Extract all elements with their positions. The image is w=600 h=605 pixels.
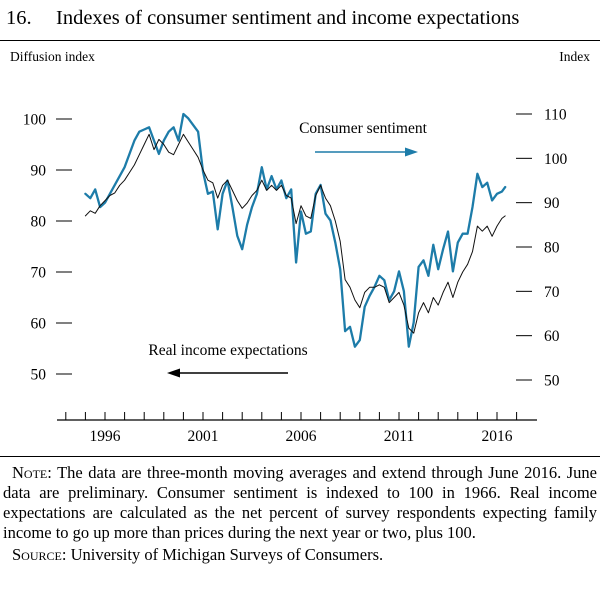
left-axis-tick-label: 50 xyxy=(31,367,47,384)
x-axis-year-label: 1996 xyxy=(90,428,121,445)
right-arrow-icon xyxy=(405,147,418,157)
left-axis-tick-label: 60 xyxy=(31,316,47,333)
note-label: Note: xyxy=(12,463,52,482)
figure-title: Indexes of consumer sentiment and income… xyxy=(56,7,520,29)
x-axis-year-label: 2016 xyxy=(482,428,513,445)
left-axis-tick-label: 90 xyxy=(31,163,47,180)
bottom-divider xyxy=(0,456,600,457)
consumer-sentiment-line xyxy=(84,112,507,348)
left-arrow-icon xyxy=(167,368,180,378)
right-axis-caption: Index xyxy=(559,49,590,64)
source-text: University of Michigan Surveys of Consum… xyxy=(70,545,384,564)
axis-captions: Diffusion index Index xyxy=(0,41,600,65)
figure-number: 16. xyxy=(6,7,32,29)
x-axis-year-label: 2001 xyxy=(188,428,219,445)
figure-title-row: 16. Indexes of consumer sentiment and inc… xyxy=(0,0,600,30)
figure-note: Note: The data are three-month moving av… xyxy=(3,463,597,543)
left-axis-caption: Diffusion index xyxy=(10,49,95,64)
right-axis-tick-label: 60 xyxy=(544,328,560,345)
real-income-expectations-line xyxy=(84,133,506,334)
right-axis-tick-label: 90 xyxy=(544,195,560,212)
real-income-expectations-label: Real income expectations xyxy=(148,342,307,359)
left-axis-tick-label: 100 xyxy=(23,112,47,129)
consumer-sentiment-label: Consumer sentiment xyxy=(299,120,428,137)
right-axis-tick-label: 100 xyxy=(544,151,568,168)
x-axis-year-label: 2006 xyxy=(286,428,317,445)
x-axis-year-label: 2011 xyxy=(384,428,414,445)
top-divider xyxy=(0,40,600,41)
right-axis-tick-label: 80 xyxy=(544,239,560,256)
sentiment-income-chart: 100 90 80 70 60 50 110 100 90 80 70 60 50 1996 2001 200… xyxy=(23,107,568,446)
right-axis-tick-label: 110 xyxy=(544,107,567,124)
right-axis-tick-label: 50 xyxy=(544,372,560,389)
left-axis-tick-label: 80 xyxy=(31,214,47,231)
right-axis-tick-label: 70 xyxy=(544,284,560,301)
source-label: Source: xyxy=(12,545,67,564)
left-axis-tick-label: 70 xyxy=(31,265,47,282)
note-text: The data are three-month moving averages… xyxy=(3,463,597,542)
figure-source: Source: University of Michigan Surveys o… xyxy=(3,545,597,565)
